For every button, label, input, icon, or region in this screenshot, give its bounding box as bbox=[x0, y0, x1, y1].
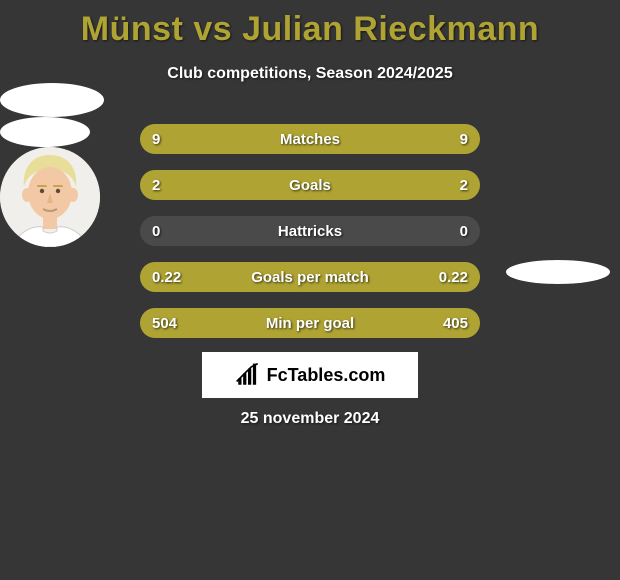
stat-row: 00Hattricks bbox=[140, 216, 480, 246]
player-right-placeholder bbox=[506, 260, 610, 284]
player-left-placeholder-2 bbox=[0, 117, 90, 147]
stat-label: Hattricks bbox=[140, 216, 480, 246]
stats-table: 99Matches 22Goals 00Hattricks 0.220.22Goals… bbox=[140, 124, 480, 354]
stat-label: Matches bbox=[140, 124, 480, 154]
stat-label: Goals per match bbox=[140, 262, 480, 292]
page-title: Münst vs Julian Rieckmann bbox=[0, 0, 620, 49]
stat-row: 504405Min per goal bbox=[140, 308, 480, 338]
bar-chart-icon bbox=[235, 362, 261, 388]
stat-label: Goals bbox=[140, 170, 480, 200]
stat-row: 99Matches bbox=[140, 124, 480, 154]
stat-row: 22Goals bbox=[140, 170, 480, 200]
player-left-placeholder-1 bbox=[0, 83, 104, 117]
avatar-icon bbox=[0, 147, 100, 247]
player-right-avatar bbox=[0, 147, 100, 247]
stat-row: 0.220.22Goals per match bbox=[140, 262, 480, 292]
subtitle: Club competitions, Season 2024/2025 bbox=[0, 65, 620, 83]
brand-text: FcTables.com bbox=[267, 365, 386, 386]
stat-label: Min per goal bbox=[140, 308, 480, 338]
brand-badge: FcTables.com bbox=[202, 352, 418, 398]
date-text: 25 november 2024 bbox=[0, 410, 620, 428]
